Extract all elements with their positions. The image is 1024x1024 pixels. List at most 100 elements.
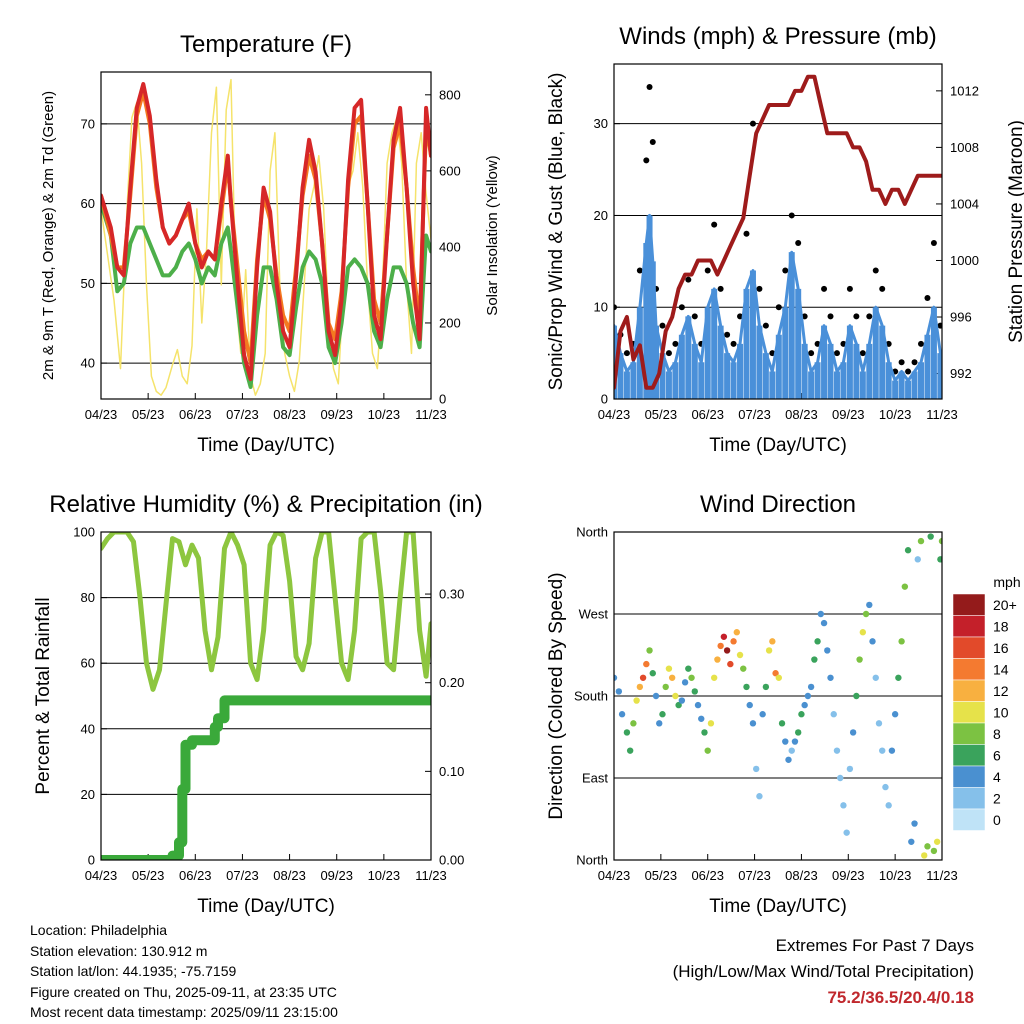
direction-point — [866, 601, 873, 609]
y-tick-label: 40 — [81, 721, 95, 736]
gust-point — [691, 313, 698, 320]
direction-point — [853, 692, 860, 700]
direction-point — [668, 674, 676, 681]
x-tick-label: 09/23 — [832, 407, 865, 422]
direction-point — [843, 829, 850, 836]
plot-border — [613, 63, 943, 400]
x-tick-label: 04/23 — [598, 868, 631, 883]
direction-point — [759, 711, 766, 718]
direction-point — [685, 665, 692, 672]
x-tick-label: 05/23 — [645, 407, 678, 422]
direction-point — [914, 556, 921, 563]
direction-point — [762, 683, 770, 691]
legend-title: mph — [993, 574, 1020, 590]
direction-point — [733, 629, 740, 636]
y2-tick-label: 800 — [439, 87, 461, 102]
gust-point — [678, 304, 685, 311]
x-tick-label: 05/23 — [645, 868, 678, 883]
direction-point — [827, 674, 834, 681]
gust-point — [808, 350, 815, 357]
direction-point — [856, 656, 863, 663]
gust-point — [795, 239, 802, 246]
gust-point — [859, 350, 866, 357]
x-tick-label: 08/23 — [273, 407, 306, 422]
direction-point — [720, 633, 728, 640]
direction-point — [681, 679, 689, 686]
plot-border — [100, 71, 432, 400]
direction-point — [908, 838, 915, 845]
direction-point — [636, 683, 644, 691]
direction-point — [727, 660, 734, 668]
legend-swatch — [952, 744, 986, 767]
gust-point — [924, 295, 931, 302]
legend-label: 16 — [993, 640, 1009, 656]
panel-winds: Winds (mph) & Pressure (mb) Time (Day/UTC… — [546, 23, 1024, 456]
y-tick-label: 60 — [81, 656, 95, 671]
location-text: Location: Philadelphia — [30, 922, 167, 938]
x-tick-label: 08/23 — [785, 868, 818, 883]
gust-point — [724, 331, 731, 338]
y-tick-label: 0 — [601, 392, 608, 407]
direction-point — [840, 802, 847, 809]
direction-point — [904, 547, 912, 554]
y-tick-label: 30 — [594, 116, 608, 131]
direction-point — [769, 638, 776, 645]
y-tick-label: 100 — [73, 525, 95, 540]
gust-point — [930, 239, 937, 246]
x-tick-label: 07/23 — [226, 407, 259, 422]
y-tick-label: North — [576, 853, 608, 868]
x-tick-label: 06/23 — [179, 407, 212, 422]
y-tick-label: 70 — [81, 116, 95, 131]
direction-point — [649, 670, 656, 677]
direction-point — [891, 711, 899, 718]
station-info: Location: Philadelphia Station elevation… — [30, 920, 338, 1023]
direction-point — [788, 747, 795, 754]
x-tick-label: 08/23 — [785, 407, 818, 422]
direction-point — [656, 720, 663, 727]
x-tick-label: 07/23 — [738, 868, 771, 883]
y-axis-label: Percent & Total Rainfall — [33, 597, 54, 794]
gust-point — [659, 322, 666, 329]
direction-point — [849, 729, 857, 736]
direction-point — [694, 701, 702, 709]
direction-point — [714, 656, 721, 663]
direction-point — [688, 674, 695, 681]
direction-point — [675, 701, 682, 709]
legend-label: 10 — [993, 705, 1009, 721]
gust-point — [756, 285, 763, 292]
y-tick-label: 0 — [88, 853, 95, 868]
gust-point — [911, 359, 918, 366]
series-direction — [614, 533, 942, 859]
direction-point — [937, 556, 942, 563]
direction-point — [901, 583, 909, 590]
direction-point — [833, 747, 841, 754]
direction-point — [859, 629, 867, 636]
gust-point — [775, 304, 782, 311]
elevation-text: Station elevation: 130.912 m — [30, 942, 208, 959]
gust-point — [646, 83, 653, 90]
x-tick-label: 10/23 — [368, 868, 401, 883]
direction-point — [794, 729, 802, 736]
y2-tick-label: 200 — [439, 315, 461, 330]
x-tick-label: 09/23 — [832, 868, 865, 883]
gust-point — [905, 368, 912, 375]
gust-point — [737, 313, 744, 320]
gust-point — [672, 340, 679, 347]
y-tick-label: 20 — [81, 787, 95, 802]
series-solar — [101, 78, 431, 396]
x-tick-label: 10/23 — [879, 407, 912, 422]
extremes-title: Extremes For Past 7 Days — [775, 936, 974, 955]
y-axis-label: 2m & 9m T (Red, Orange) & 2m Td (Green) — [40, 91, 57, 380]
extremes-values: 75.2/36.5/20.4/0.18 — [827, 988, 974, 1007]
legend-swatch — [952, 615, 986, 638]
x-axis-label: Time (Day/UTC) — [197, 896, 335, 917]
gust-point — [872, 267, 879, 274]
y2-tick-label: 1004 — [950, 196, 979, 211]
legend-label: 12 — [993, 683, 1009, 699]
direction-point — [765, 647, 773, 654]
gust-point — [866, 313, 873, 320]
direction-point — [888, 747, 896, 754]
legend-label: 18 — [993, 619, 1009, 635]
gust-point — [643, 157, 650, 164]
direction-point — [756, 793, 763, 800]
